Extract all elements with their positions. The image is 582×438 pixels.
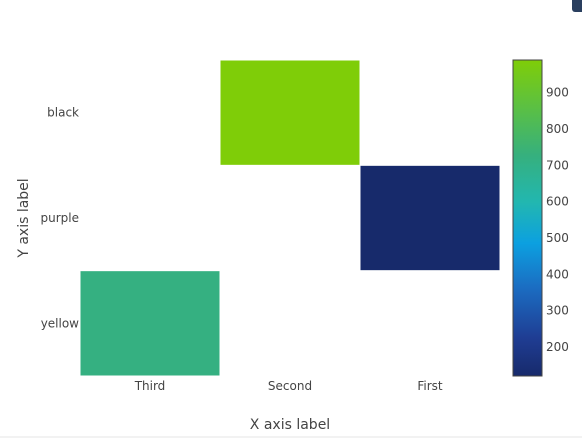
colorbar-tick-label: 300 — [546, 304, 569, 318]
y-tick-label: black — [47, 106, 79, 120]
bottom-divider — [0, 436, 582, 438]
colorbar-tick-label: 400 — [546, 267, 569, 281]
x-axis-title: X axis label — [250, 417, 330, 433]
y-tick-labels: yellow purple black — [41, 106, 80, 331]
colorbar-tick-label: 900 — [546, 86, 569, 100]
heatmap-cell-second-black[interactable] — [220, 60, 360, 165]
y-tick-label: yellow — [41, 316, 79, 330]
x-tick-label: Third — [134, 379, 166, 393]
colorbar-tick-label: 500 — [546, 231, 569, 245]
heatmap-cell-third-yellow[interactable] — [80, 271, 220, 376]
colorbar-tick-label: 800 — [546, 122, 569, 136]
x-tick-label: Second — [268, 379, 312, 393]
heatmap-cell-first-purple[interactable] — [360, 165, 500, 271]
x-tick-label: First — [417, 379, 443, 393]
colorbar: 200 300 400 500 600 700 800 900 — [512, 59, 569, 377]
modebar-toggle-icon[interactable] — [572, 0, 582, 12]
y-axis-title: Y axis label — [16, 178, 32, 258]
colorbar-gradient — [512, 59, 543, 377]
heatmap-cells — [80, 60, 500, 376]
colorbar-tick-label: 200 — [546, 340, 569, 354]
x-tick-labels: Third Second First — [134, 379, 443, 393]
colorbar-tick-label: 700 — [546, 158, 569, 172]
y-tick-label: purple — [41, 211, 80, 225]
colorbar-tick-label: 600 — [546, 195, 569, 209]
